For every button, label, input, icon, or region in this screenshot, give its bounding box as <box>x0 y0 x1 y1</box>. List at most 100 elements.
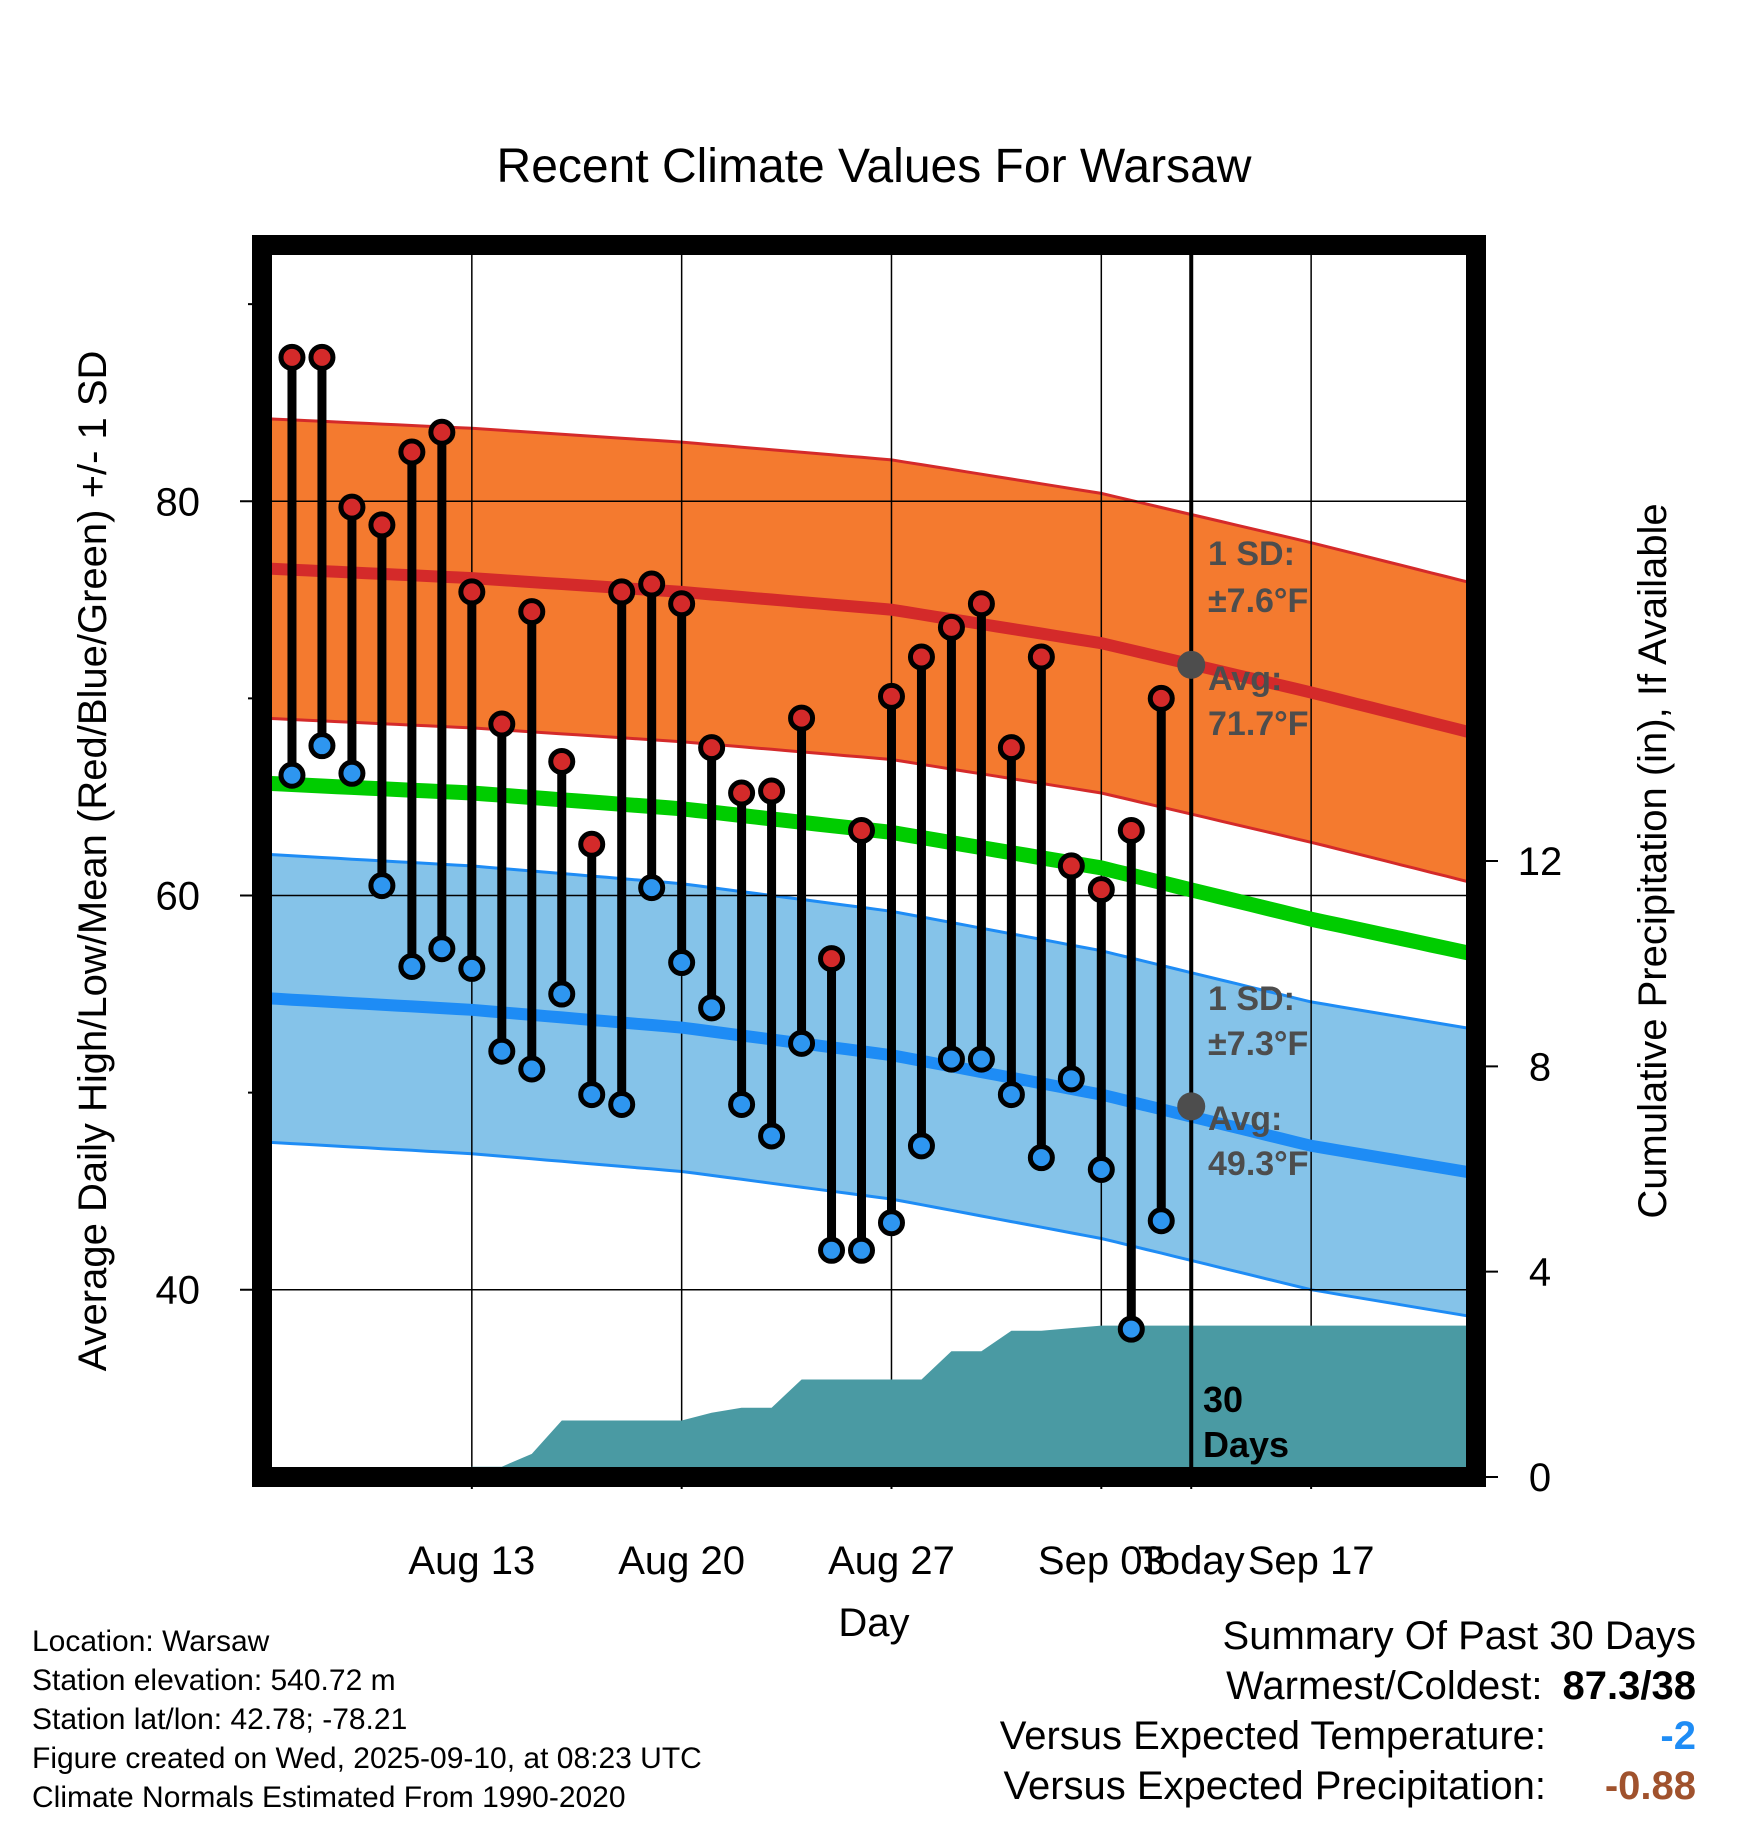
high-point <box>1117 816 1145 844</box>
precip-value: -0.88 <box>1604 1764 1696 1808</box>
temp-value: -2 <box>1660 1714 1696 1758</box>
high-point <box>907 643 935 671</box>
daily-bars <box>278 343 1175 1343</box>
low-point <box>1057 1065 1085 1093</box>
precipitation-area <box>262 1325 1476 1477</box>
latlon-text: Station lat/lon: 42.78; -78.21 <box>32 1703 408 1736</box>
high-point <box>1147 684 1175 712</box>
low-point <box>398 952 426 980</box>
summary-title-text: Summary Of Past 30 Days <box>1222 1614 1696 1658</box>
elevation-text: Station elevation: 540.72 m <box>32 1664 396 1697</box>
high-point <box>818 945 846 973</box>
today-marker <box>1177 245 1206 1477</box>
high-point <box>1027 643 1055 671</box>
y2-tick-label: 12 <box>1518 840 1563 884</box>
warmest-row: Warmest/Coldest: 87.3/38 <box>1000 1664 1696 1714</box>
low-point <box>937 1045 965 1073</box>
normal-high-line <box>261 562 1478 740</box>
y2-tick-label: 0 <box>1529 1456 1551 1500</box>
high-point <box>937 613 965 641</box>
high-point <box>338 493 366 521</box>
low-point <box>907 1132 935 1160</box>
low-point <box>728 1090 756 1118</box>
y-axis-label: Average Daily High/Low/Mean (Red/Blue/Gr… <box>71 351 115 1372</box>
summary-title: Summary Of Past 30 Days <box>1000 1614 1696 1664</box>
warmest-label: Warmest/Coldest: <box>1226 1664 1543 1708</box>
low-avg-value: 49.3°F <box>1208 1145 1309 1183</box>
high-point <box>1057 852 1085 880</box>
low-point <box>818 1236 846 1264</box>
high-point <box>398 438 426 466</box>
high-point <box>548 747 576 775</box>
high-point <box>608 578 636 606</box>
high-point <box>997 734 1025 762</box>
x-tick-label: Sep 03 <box>1038 1539 1165 1583</box>
precip-row: Versus Expected Precipitation: -0.88 <box>1000 1764 1696 1814</box>
low-point <box>1147 1207 1175 1235</box>
high-point <box>278 343 306 371</box>
high-sd-band-fill <box>262 418 1476 884</box>
low-point <box>518 1055 546 1083</box>
low-point <box>278 761 306 789</box>
low-point <box>338 759 366 787</box>
normal-low-line <box>261 992 1477 1180</box>
annotations: 1 SD: ±7.6°F Avg: 71.7°F 1 SD: ±7.3°F Av… <box>1203 535 1309 1465</box>
y2-tick-label: 4 <box>1529 1251 1551 1295</box>
high-avg-dot <box>1177 650 1206 679</box>
high-point <box>728 779 756 807</box>
low-point <box>608 1090 636 1118</box>
low-point <box>578 1081 606 1109</box>
low-point <box>698 994 726 1022</box>
y2-axis-label: Cumulative Precipitation (in), If Availa… <box>1631 503 1675 1218</box>
station-info: Location: Warsaw Station elevation: 540.… <box>32 1622 702 1817</box>
high-point <box>788 704 816 732</box>
low-sd-label: 1 SD: <box>1208 980 1295 1018</box>
normals-text: Climate Normals Estimated From 1990-2020 <box>32 1781 626 1814</box>
high-point <box>368 511 396 539</box>
precip-label: Versus Expected Precipitation: <box>1003 1764 1546 1808</box>
low-point <box>428 935 456 963</box>
high-point <box>578 830 606 858</box>
high-point <box>488 710 516 738</box>
high-point <box>848 816 876 844</box>
x-axis-label: Day <box>838 1601 909 1645</box>
low-point <box>877 1209 905 1237</box>
y-tick-label: 60 <box>156 874 201 918</box>
low-point <box>1087 1155 1115 1183</box>
x-tick-label: Sep 17 <box>1248 1539 1375 1583</box>
high-sd-label: 1 SD: <box>1208 535 1295 573</box>
temp-label: Versus Expected Temperature: <box>999 1714 1546 1758</box>
high-point <box>638 570 666 598</box>
temp-row: Versus Expected Temperature: -2 <box>1000 1714 1696 1764</box>
x-tick-label: Aug 13 <box>408 1539 535 1583</box>
warmest-value: 87.3/38 <box>1562 1664 1696 1708</box>
x-tick-label: Aug 27 <box>828 1539 955 1583</box>
low-point <box>668 949 696 977</box>
summary-panel: Summary Of Past 30 Days Warmest/Coldest:… <box>1000 1614 1696 1814</box>
low-point <box>967 1045 995 1073</box>
x-tick-label: Aug 20 <box>618 1539 745 1583</box>
y-tick-label: 40 <box>156 1269 201 1313</box>
high-point <box>668 590 696 618</box>
chart-title: Recent Climate Values For Warsaw <box>497 140 1252 193</box>
low-point <box>308 732 336 760</box>
low-point <box>548 980 576 1008</box>
high-point <box>967 590 995 618</box>
days-word: Days <box>1203 1424 1289 1465</box>
high-sd-value: ±7.6°F <box>1208 582 1308 620</box>
low-sd-band-lower-edge <box>261 1140 1477 1319</box>
high-point <box>518 598 546 626</box>
high-sd-band-upper-edge <box>261 417 1477 586</box>
high-point <box>458 578 486 606</box>
low-point <box>488 1037 516 1065</box>
high-point <box>1087 876 1115 904</box>
high-point <box>877 682 905 710</box>
days-number: 30 <box>1203 1379 1243 1420</box>
low-point <box>1117 1315 1145 1343</box>
low-point <box>848 1236 876 1264</box>
low-point <box>638 874 666 902</box>
low-point <box>758 1122 786 1150</box>
low-point <box>997 1081 1025 1109</box>
